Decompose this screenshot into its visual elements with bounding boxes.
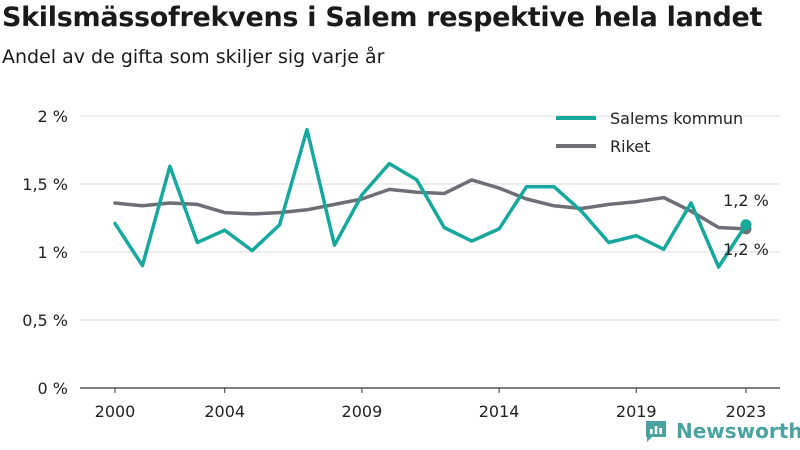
- legend-label: Riket: [610, 137, 650, 156]
- y-tick-label: 0 %: [38, 379, 68, 398]
- end-value-label: 1,2 %: [723, 191, 769, 210]
- y-tick-label: 2 %: [38, 107, 68, 126]
- y-tick-label: 1 %: [38, 243, 68, 262]
- x-tick-label: 2009: [342, 402, 383, 421]
- chart-subtitle: Andel av de gifta som skiljer sig varje …: [2, 46, 385, 68]
- x-tick-label: 2019: [616, 402, 657, 421]
- series-line-salems-kommun: [113, 127, 748, 269]
- end-labels: 1,2 % 1,2 %: [723, 191, 769, 259]
- brand-name: Newsworthy: [676, 419, 800, 443]
- x-tick-label: 2004: [204, 402, 245, 421]
- axis-labels: 0 % 0,5 % 1 % 1,5 % 2 % 2000 2004 2009 2014 2019 2…: [22, 107, 766, 421]
- grid-lines: [80, 115, 780, 393]
- end-value-label: 1,2 %: [723, 240, 769, 259]
- x-tick-label: 2000: [95, 402, 136, 421]
- series-lines: [113, 127, 752, 269]
- newsworthy-logo-icon: [646, 421, 666, 442]
- brand-logo: Newsworthy: [644, 419, 800, 443]
- chart-title: Skilsmässofrekvens i Salem respektive he…: [2, 2, 763, 33]
- legend-label: Salems kommun: [610, 109, 743, 128]
- x-tick-label: 2014: [479, 402, 520, 421]
- series-end-point: [740, 219, 752, 231]
- x-tick-label: 2023: [726, 402, 767, 421]
- series-line-riket: [113, 178, 748, 231]
- y-tick-label: 0,5 %: [22, 311, 68, 330]
- y-tick-label: 1,5 %: [22, 175, 68, 194]
- legend: Salems kommun Riket: [556, 109, 743, 156]
